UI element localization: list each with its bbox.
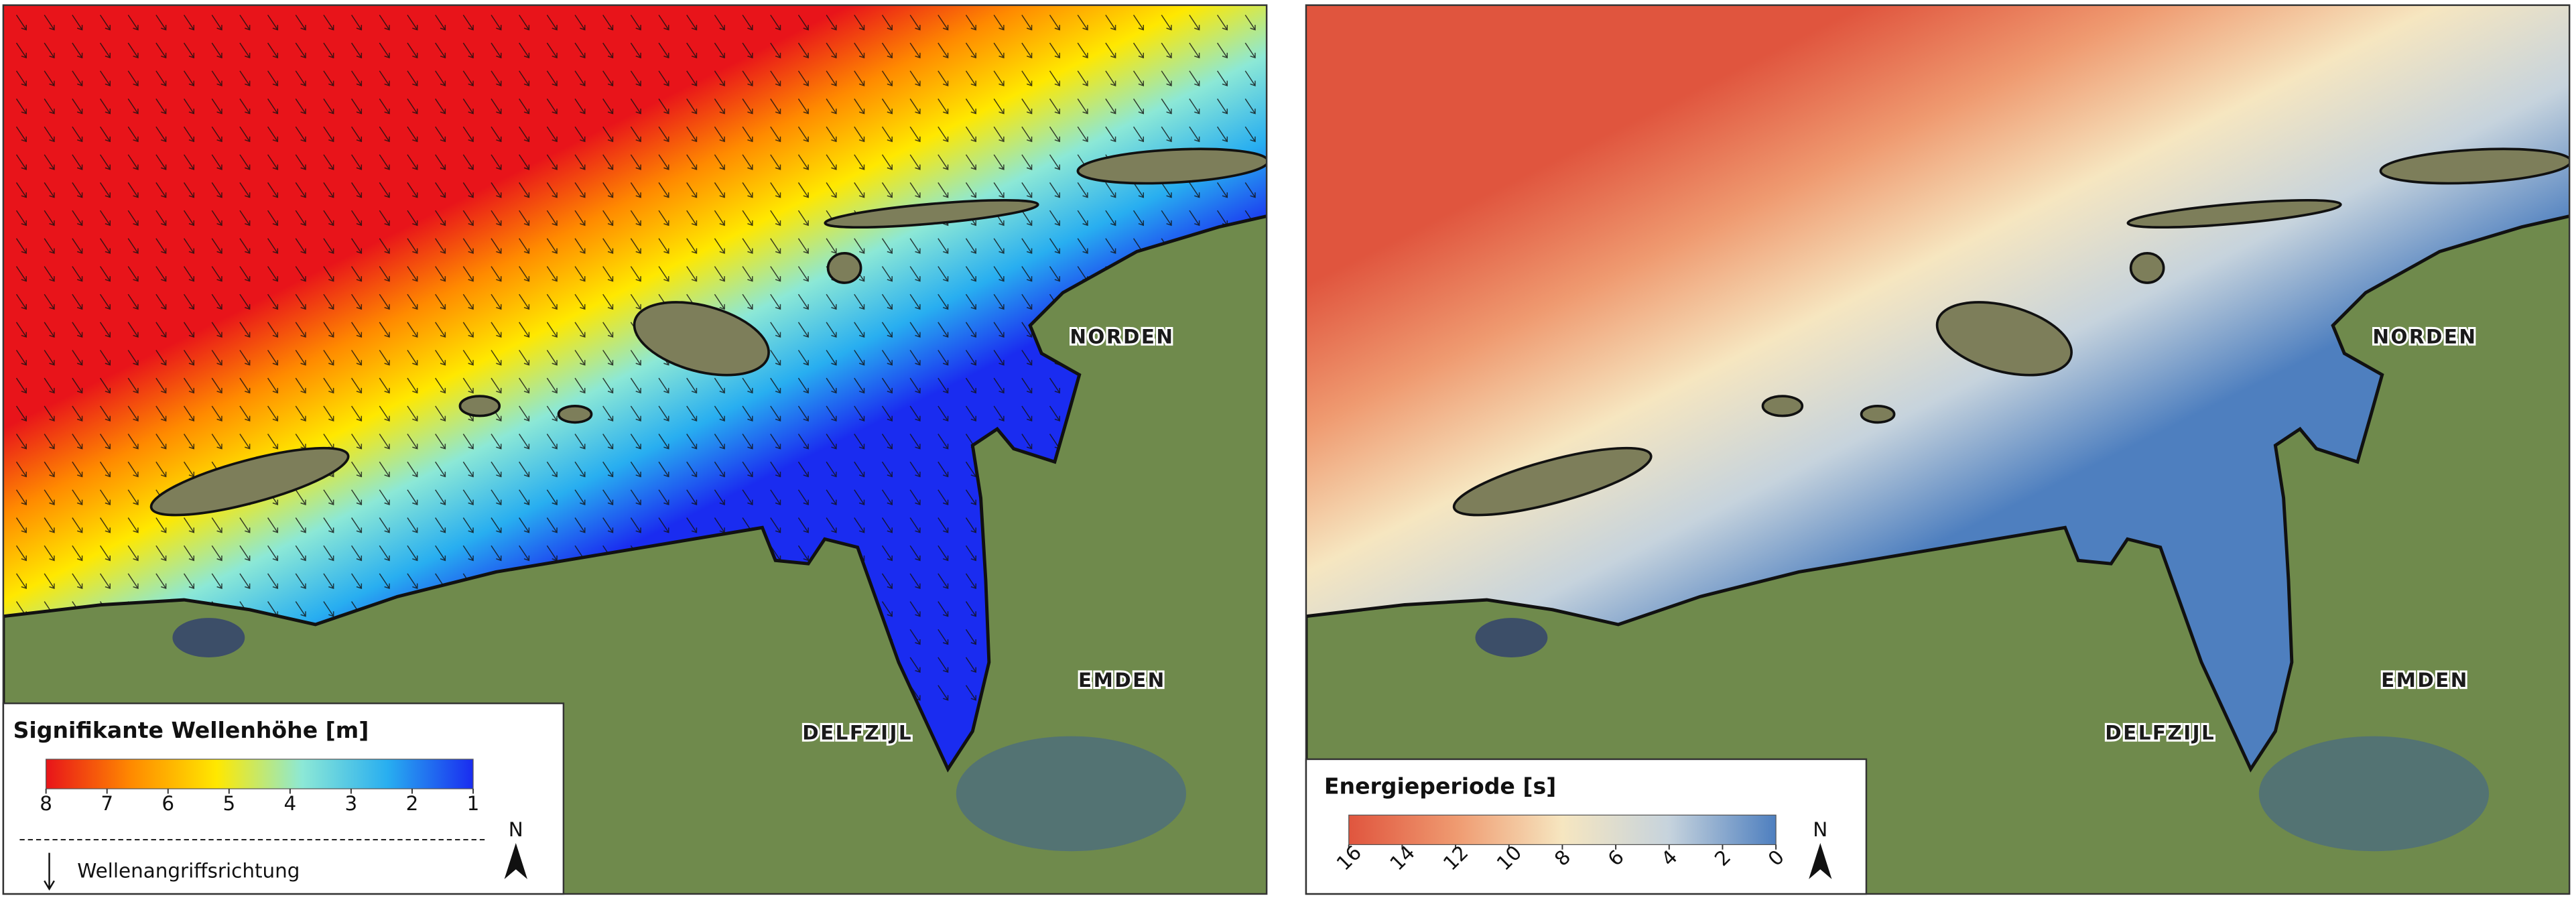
north-label: N bbox=[1813, 818, 1827, 841]
bay bbox=[172, 618, 245, 657]
legend-title: Signifikante Wellenhöhe [m] bbox=[13, 717, 369, 743]
island bbox=[149, 446, 350, 517]
island bbox=[1761, 395, 1804, 417]
colorbar-tick-label: 2 bbox=[406, 792, 419, 815]
island bbox=[1860, 405, 1896, 424]
north-label: N bbox=[509, 818, 523, 841]
island bbox=[2126, 199, 2342, 229]
colorbar-tick-label: 4 bbox=[284, 792, 297, 815]
direction-arrow bbox=[44, 852, 55, 891]
island bbox=[1935, 301, 2073, 377]
island bbox=[2129, 252, 2165, 284]
colorbar-tick-label: 1 bbox=[467, 792, 480, 815]
panel-border bbox=[1305, 4, 2571, 895]
map-panel: NORDEN EMDEN DELFZIJL Energieperiode [s]16 1… bbox=[1305, 4, 2571, 895]
colorbar-tick-label: 6 bbox=[162, 792, 174, 815]
land bbox=[1305, 214, 2570, 894]
island bbox=[633, 301, 770, 377]
island bbox=[557, 405, 593, 424]
map-content: NORDEN EMDEN DELFZIJL bbox=[1305, 5, 2570, 894]
island bbox=[1452, 446, 1653, 517]
colorbar-tick-label: 3 bbox=[345, 792, 358, 815]
legend-box bbox=[2, 702, 565, 895]
legend: Energieperiode [s]16 14 12 10 8 6 4 2 0N bbox=[1305, 758, 1868, 895]
island bbox=[824, 199, 1039, 229]
place-label: NORDEN bbox=[1070, 326, 1174, 348]
direction-label: Wellenangriffsrichtung bbox=[77, 859, 300, 882]
colorbar bbox=[46, 759, 474, 789]
bay bbox=[1475, 618, 1548, 657]
panel-border bbox=[2, 4, 1268, 895]
place-label: EMDEN bbox=[2381, 669, 2469, 692]
colorbar-tick-label: 7 bbox=[101, 792, 113, 815]
legend-title: Energieperiode [s] bbox=[1324, 773, 1556, 799]
colorbar-tick-label: 8 bbox=[40, 792, 52, 815]
wave-arrows bbox=[15, 14, 1256, 701]
north-arrow bbox=[504, 842, 527, 879]
island bbox=[826, 252, 862, 284]
place-label: DELFZIJL bbox=[802, 722, 913, 745]
colorbar bbox=[1348, 814, 1777, 846]
map-panel: NORDEN EMDEN DELFZIJL Signifikante Wellenhö… bbox=[2, 4, 1268, 895]
legend: Signifikante Wellenhöhe [m] 8 7 6 5 4 3 2 1 Welle… bbox=[2, 702, 565, 895]
estuary bbox=[2258, 736, 2490, 852]
island bbox=[1076, 147, 1267, 185]
place-label: NORDEN bbox=[2372, 326, 2477, 348]
place-label: EMDEN bbox=[1078, 669, 1166, 692]
island bbox=[458, 395, 501, 417]
north-arrow bbox=[1809, 842, 1832, 879]
place-label: DELFZIJL bbox=[2105, 722, 2215, 745]
colorbar-tick-label: 5 bbox=[222, 792, 235, 815]
estuary bbox=[956, 736, 1187, 852]
island bbox=[2379, 147, 2570, 185]
